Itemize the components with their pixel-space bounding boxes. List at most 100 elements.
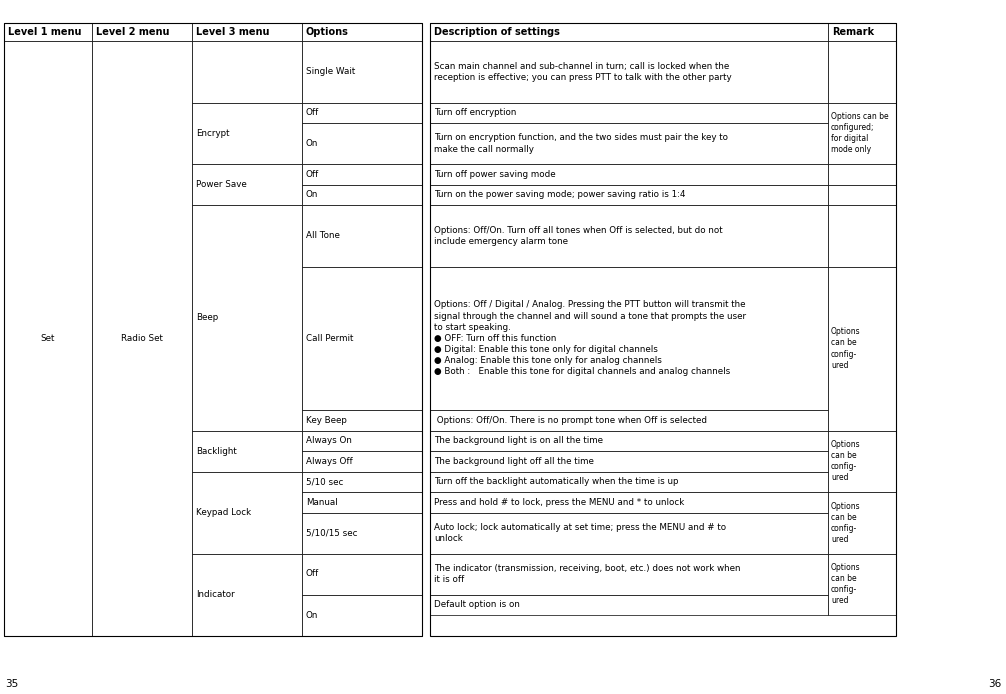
- Text: The background light off all the time: The background light off all the time: [434, 457, 594, 466]
- Text: Turn off encryption: Turn off encryption: [434, 108, 516, 117]
- Text: All Tone: All Tone: [306, 231, 340, 240]
- Text: Indicator: Indicator: [196, 590, 234, 599]
- Bar: [430, 266, 828, 410]
- Text: Off: Off: [306, 170, 319, 179]
- Text: Always Off: Always Off: [306, 457, 353, 466]
- Text: Turn on the power saving mode; power saving ratio is 1:4: Turn on the power saving mode; power sav…: [434, 190, 685, 199]
- Bar: [302, 164, 422, 185]
- Text: Options
can be
config-
ured: Options can be config- ured: [831, 502, 860, 544]
- Text: Press and hold # to lock, press the MENU and * to unlock: Press and hold # to lock, press the MENU…: [434, 498, 684, 507]
- Bar: [302, 185, 422, 205]
- Bar: [192, 430, 302, 471]
- Bar: [192, 23, 302, 41]
- Text: Turn off the backlight automatically when the time is up: Turn off the backlight automatically whe…: [434, 477, 678, 486]
- Text: Scan main channel and sub-channel in turn; call is locked when the
reception is : Scan main channel and sub-channel in tur…: [434, 62, 731, 82]
- Bar: [192, 471, 302, 554]
- Bar: [430, 595, 828, 615]
- Bar: [828, 492, 896, 554]
- Bar: [430, 185, 828, 205]
- Text: Options
can be
config-
ured: Options can be config- ured: [831, 440, 860, 482]
- Text: Level 1 menu: Level 1 menu: [8, 27, 81, 37]
- Text: Off: Off: [306, 570, 319, 579]
- Bar: [430, 471, 828, 492]
- Bar: [302, 41, 422, 103]
- Bar: [302, 123, 422, 164]
- Text: Default option is on: Default option is on: [434, 600, 520, 609]
- Text: Options
can be
config-
ured: Options can be config- ured: [831, 328, 860, 370]
- Text: Keypad Lock: Keypad Lock: [196, 508, 252, 517]
- Text: On: On: [306, 190, 318, 199]
- Bar: [4, 23, 422, 636]
- Text: 35: 35: [5, 679, 18, 689]
- Bar: [430, 123, 828, 164]
- Text: Backlight: Backlight: [196, 446, 236, 455]
- Bar: [430, 23, 896, 636]
- Text: 36: 36: [988, 679, 1001, 689]
- Text: Level 3 menu: Level 3 menu: [196, 27, 270, 37]
- Text: Encrypt: Encrypt: [196, 129, 229, 137]
- Text: Remark: Remark: [832, 27, 874, 37]
- Text: Options
can be
config-
ured: Options can be config- ured: [831, 563, 860, 605]
- Bar: [828, 23, 896, 41]
- Bar: [192, 554, 302, 636]
- Text: Turn on encryption function, and the two sides must pair the key to
make the cal: Turn on encryption function, and the two…: [434, 133, 728, 153]
- Bar: [302, 492, 422, 512]
- Text: Power Save: Power Save: [196, 180, 246, 189]
- Text: Options can be
configured;
for digital
mode only: Options can be configured; for digital m…: [831, 112, 888, 154]
- Bar: [92, 41, 192, 636]
- Bar: [302, 23, 422, 41]
- Bar: [302, 451, 422, 471]
- Text: Set: Set: [41, 334, 55, 343]
- Bar: [430, 410, 828, 430]
- Bar: [430, 451, 828, 471]
- Bar: [430, 23, 828, 41]
- Bar: [302, 430, 422, 451]
- Bar: [430, 492, 828, 512]
- Bar: [828, 41, 896, 103]
- Text: Off: Off: [306, 108, 319, 117]
- Bar: [430, 41, 828, 103]
- Text: Options: Off/On. Turn off all tones when Off is selected, but do not
include eme: Options: Off/On. Turn off all tones when…: [434, 226, 722, 246]
- Bar: [302, 205, 422, 266]
- Text: Auto lock; lock automatically at set time; press the MENU and # to
unlock: Auto lock; lock automatically at set tim…: [434, 523, 726, 543]
- Text: Always On: Always On: [306, 437, 352, 446]
- Text: Key Beep: Key Beep: [306, 416, 347, 425]
- Text: 5/10 sec: 5/10 sec: [306, 477, 343, 486]
- Text: The indicator (transmission, receiving, boot, etc.) does not work when
it is off: The indicator (transmission, receiving, …: [434, 564, 740, 584]
- Bar: [828, 164, 896, 185]
- Text: On: On: [306, 611, 318, 620]
- Text: Options: Options: [306, 27, 349, 37]
- Bar: [192, 103, 302, 164]
- Text: Options: Off / Digital / Analog. Pressing the PTT button will transmit the
signa: Options: Off / Digital / Analog. Pressin…: [434, 301, 746, 376]
- Bar: [828, 103, 896, 164]
- Bar: [430, 164, 828, 185]
- Bar: [430, 430, 828, 451]
- Text: The background light is on all the time: The background light is on all the time: [434, 437, 603, 446]
- Bar: [4, 41, 92, 636]
- Text: Level 2 menu: Level 2 menu: [96, 27, 169, 37]
- Bar: [828, 430, 896, 492]
- Text: Options: Off/On. There is no prompt tone when Off is selected: Options: Off/On. There is no prompt tone…: [434, 416, 707, 425]
- Bar: [302, 595, 422, 636]
- Bar: [430, 205, 828, 266]
- Bar: [192, 164, 302, 205]
- Text: Beep: Beep: [196, 313, 218, 322]
- Text: Radio Set: Radio Set: [121, 334, 163, 343]
- Bar: [302, 512, 422, 554]
- Bar: [828, 266, 896, 430]
- Bar: [828, 205, 896, 266]
- Bar: [828, 554, 896, 615]
- Bar: [302, 410, 422, 430]
- Text: Manual: Manual: [306, 498, 338, 507]
- Text: Description of settings: Description of settings: [434, 27, 560, 37]
- Bar: [430, 103, 828, 123]
- Bar: [192, 205, 302, 430]
- Bar: [430, 512, 828, 554]
- Text: 5/10/15 sec: 5/10/15 sec: [306, 529, 357, 537]
- Bar: [92, 23, 192, 41]
- Text: Call Permit: Call Permit: [306, 334, 353, 343]
- Bar: [302, 554, 422, 595]
- Bar: [430, 554, 828, 595]
- Bar: [302, 266, 422, 410]
- Text: On: On: [306, 139, 318, 148]
